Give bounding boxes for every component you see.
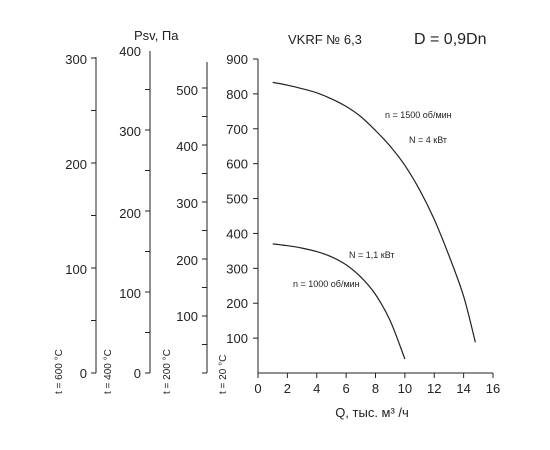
x-tick-label: 4 — [313, 381, 320, 396]
y-tick-label: 500 — [226, 192, 248, 207]
chart-title: VKRF № 6,3 — [288, 32, 362, 47]
temp-axis-tick-label: 200 — [65, 157, 87, 172]
temp-axis-tick-label: 200 — [176, 253, 198, 268]
temp-axis-600-label: t = 600 °C — [54, 349, 65, 394]
series-1500-speed-label: n = 1500 об/мин — [385, 110, 452, 120]
y-tick-label: 400 — [226, 226, 248, 241]
temp-axis-tick-label: 400 — [119, 44, 141, 59]
temp-axis-tick-label: 500 — [176, 83, 198, 98]
temp-axis-400-label: t = 400 °C — [103, 349, 114, 394]
axes-layer: 100 200 300 400 500 600 700 800 900 0 2 4 6 8 10 12 14 16… — [65, 44, 500, 396]
temp-axis-20-label: t = 20 °C — [218, 355, 229, 394]
temp-axis-tick-label: 100 — [176, 309, 198, 324]
x-tick-label: 14 — [456, 381, 470, 396]
x-axis-label: Q, тыс. м³ /ч — [335, 405, 409, 420]
temp-axis-tick-label: 200 — [119, 206, 141, 221]
y-tick-label: 200 — [226, 296, 248, 311]
x-tick-label: 10 — [398, 381, 412, 396]
series-1000-speed-label: n = 1000 об/мин — [293, 279, 360, 289]
temp-axis-tick-label: 100 — [65, 262, 87, 277]
y-tick-label: 700 — [226, 122, 248, 137]
series-1500-power-label: N = 4 кВт — [409, 135, 447, 145]
temp-axis-tick-label: 0 — [134, 366, 141, 381]
curve-1000-rpm — [272, 243, 406, 360]
temp-axis-tick-label: 400 — [176, 139, 198, 154]
temp-axis-tick-label: 0 — [80, 366, 87, 381]
series-1000-power-label: N = 1,1 кВт — [349, 250, 395, 260]
x-tick-label: 2 — [284, 381, 291, 396]
x-tick-label: 6 — [343, 381, 350, 396]
x-tick-label: 0 — [254, 381, 261, 396]
x-tick-label: 12 — [427, 381, 441, 396]
curves-layer — [272, 81, 476, 360]
temp-axis-tick-label: 100 — [119, 286, 141, 301]
y-tick-label: 800 — [226, 87, 248, 102]
y-tick-label: 900 — [226, 52, 248, 67]
x-tick-label: 16 — [486, 381, 500, 396]
temp-axis-200-label: t = 200 °C — [162, 349, 173, 394]
y-tick-label: 300 — [226, 261, 248, 276]
y-tick-label: 100 — [226, 331, 248, 346]
x-tick-label: 8 — [372, 381, 379, 396]
temp-axis-tick-label: 300 — [176, 196, 198, 211]
chart-subtitle: D = 0,9Dn — [414, 31, 486, 48]
curve-1500-rpm — [272, 81, 476, 343]
temp-axis-tick-label: 300 — [65, 52, 87, 67]
temp-axis-tick-label: 300 — [119, 124, 141, 139]
y-tick-label: 600 — [226, 157, 248, 172]
psv-axis-label: Psv, Па — [134, 28, 179, 43]
